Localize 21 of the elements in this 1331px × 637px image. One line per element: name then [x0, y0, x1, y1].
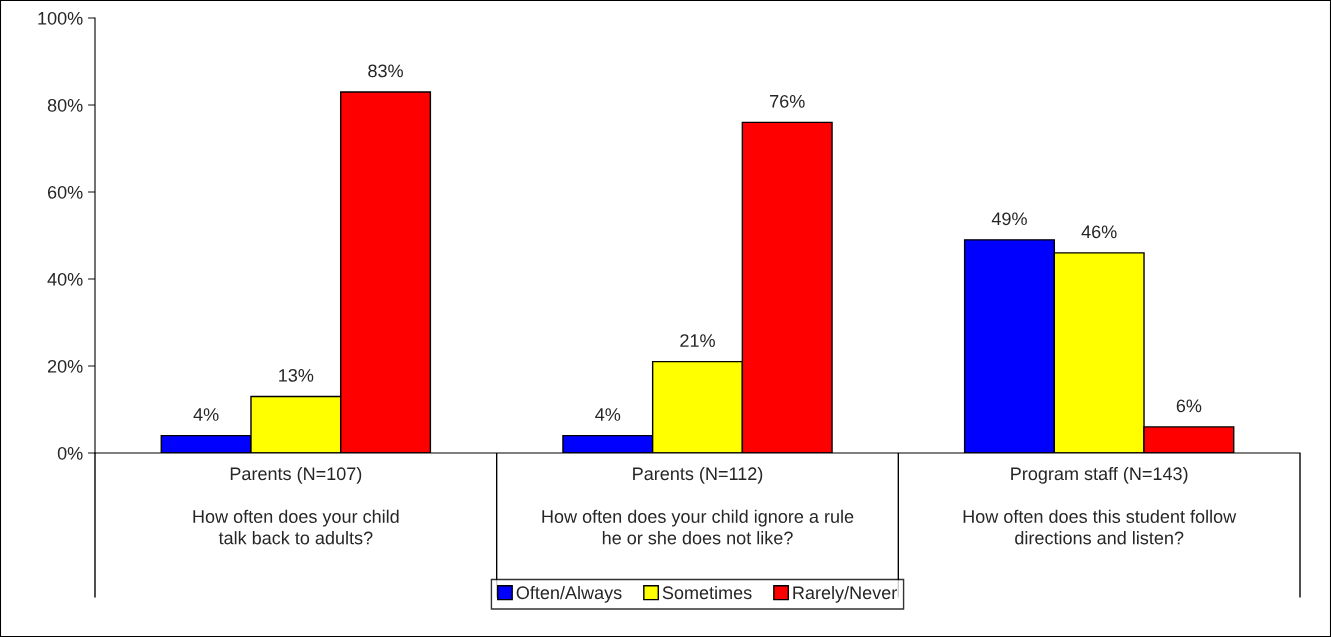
- legend-label: Often/Always: [516, 585, 622, 603]
- y-tick-label: 40%: [47, 272, 83, 286]
- data-label: 21%: [680, 334, 715, 347]
- data-label: 4%: [595, 408, 621, 421]
- data-label: 83%: [368, 64, 403, 78]
- y-tick-label: 0%: [57, 446, 83, 460]
- data-label: 4%: [193, 408, 219, 421]
- y-tick-label: 100%: [38, 11, 83, 25]
- category-label: Parents (N=112) How often does your child ignore a rule he or she does not like?: [542, 466, 854, 545]
- legend-label: Rarely/Never: [793, 585, 897, 603]
- data-label: 6%: [1176, 399, 1202, 413]
- y-tick-label: 60%: [47, 185, 83, 199]
- y-tick-label: 80%: [47, 98, 83, 112]
- y-tick-label: 20%: [47, 359, 83, 373]
- data-label: 76%: [770, 94, 805, 108]
- data-label: 46%: [1081, 225, 1117, 239]
- category-label: Parents (N=107) How often does your child talk back to adults?: [193, 466, 399, 545]
- data-label: 49%: [991, 212, 1027, 226]
- legend-label: Sometimes: [662, 585, 752, 600]
- data-label: 13%: [279, 368, 314, 382]
- category-label: Program staff (N=143) How often does this student follow directions and listen?: [963, 466, 1237, 545]
